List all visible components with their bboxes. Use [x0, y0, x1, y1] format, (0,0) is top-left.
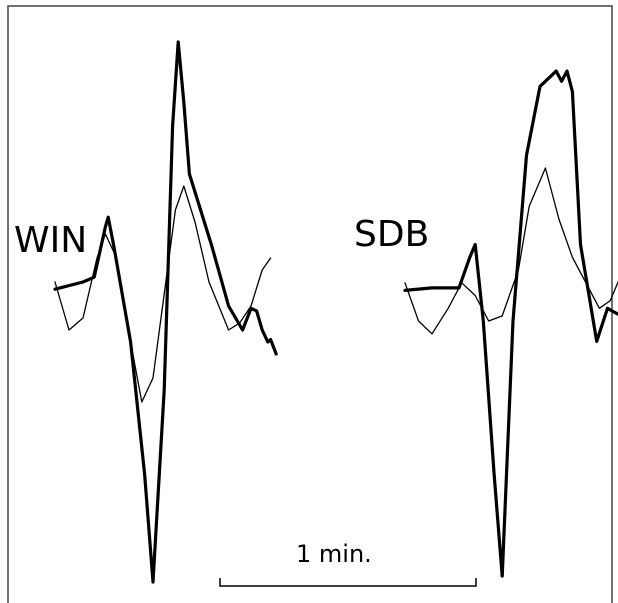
- time-scale-bar: 1 min.: [219, 540, 477, 587]
- panel-sdb: [403, 69, 618, 578]
- trace-sdb-thin: [404, 167, 618, 335]
- trace-win-thick: [53, 40, 278, 584]
- trace-win-thin: [54, 185, 272, 403]
- scale-bar-label: 1 min.: [296, 540, 372, 568]
- station-label-win: WIN: [14, 220, 87, 261]
- figure-frame: [7, 5, 613, 603]
- scale-bar-line: [219, 578, 477, 587]
- panel-win: [53, 40, 278, 584]
- station-label-sdb: SDB: [354, 214, 429, 255]
- trace-sdb-thick: [403, 69, 618, 578]
